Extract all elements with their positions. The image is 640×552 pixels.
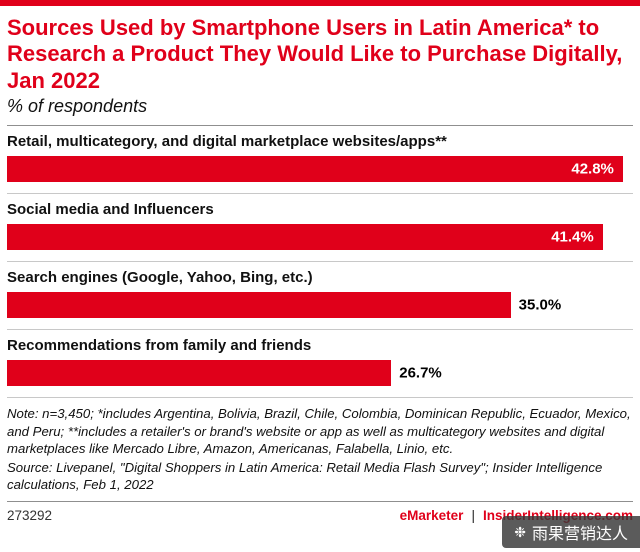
bar: 35.0% — [7, 292, 561, 319]
bar-row: Recommendations from family and friends … — [7, 330, 633, 399]
bar-row: Social media and Influencers 41.4% — [7, 194, 633, 263]
bar-category-label: Search engines (Google, Yahoo, Bing, etc… — [7, 269, 313, 287]
bar-value-label: 42.8% — [571, 160, 614, 178]
bar-category-label: Retail, multicategory, and digital marke… — [7, 133, 447, 151]
footer-separator: | — [471, 507, 475, 523]
bar-track: 41.4% — [7, 224, 633, 251]
bar-category-label: Social media and Influencers — [7, 201, 214, 219]
bar-value-label: 35.0% — [518, 296, 562, 314]
bar-value-label: 26.7% — [399, 364, 442, 382]
chart-note: Note: n=3,450; *includes Argentina, Boli… — [7, 406, 631, 457]
bar-chart: Retail, multicategory, and digital marke… — [7, 126, 633, 399]
bar: 26.7% — [7, 360, 442, 387]
bar-track: 42.8% — [7, 156, 633, 183]
chart-subtitle: % of respondents — [7, 96, 148, 117]
bar-value-label: 41.4% — [551, 228, 594, 246]
snowflake-icon: ❉ — [514, 523, 526, 540]
top-accent-rule — [0, 0, 640, 6]
subtitle-divider — [7, 125, 633, 127]
chart-source: Source: Livepanel, "Digital Shoppers in … — [7, 459, 603, 493]
bar-row: Search engines (Google, Yahoo, Bing, etc… — [7, 262, 633, 331]
emarketer-logo: eMarketer — [399, 507, 464, 523]
bar-track: 35.0% — [7, 292, 633, 319]
watermark: ❉ 雨果营销达人 — [502, 516, 640, 548]
bar-category-label: Recommendations from family and friends — [7, 337, 312, 355]
bar-row: Retail, multicategory, and digital marke… — [7, 126, 633, 195]
bar: 41.4% — [7, 224, 603, 251]
bar-track: 26.7% — [7, 360, 633, 387]
chart-id: 273292 — [7, 507, 53, 523]
watermark-text: 雨果营销达人 — [531, 526, 628, 543]
chart-title: Sources Used by Smartphone Users in Lati… — [7, 15, 623, 93]
bar: 42.8% — [7, 156, 623, 183]
